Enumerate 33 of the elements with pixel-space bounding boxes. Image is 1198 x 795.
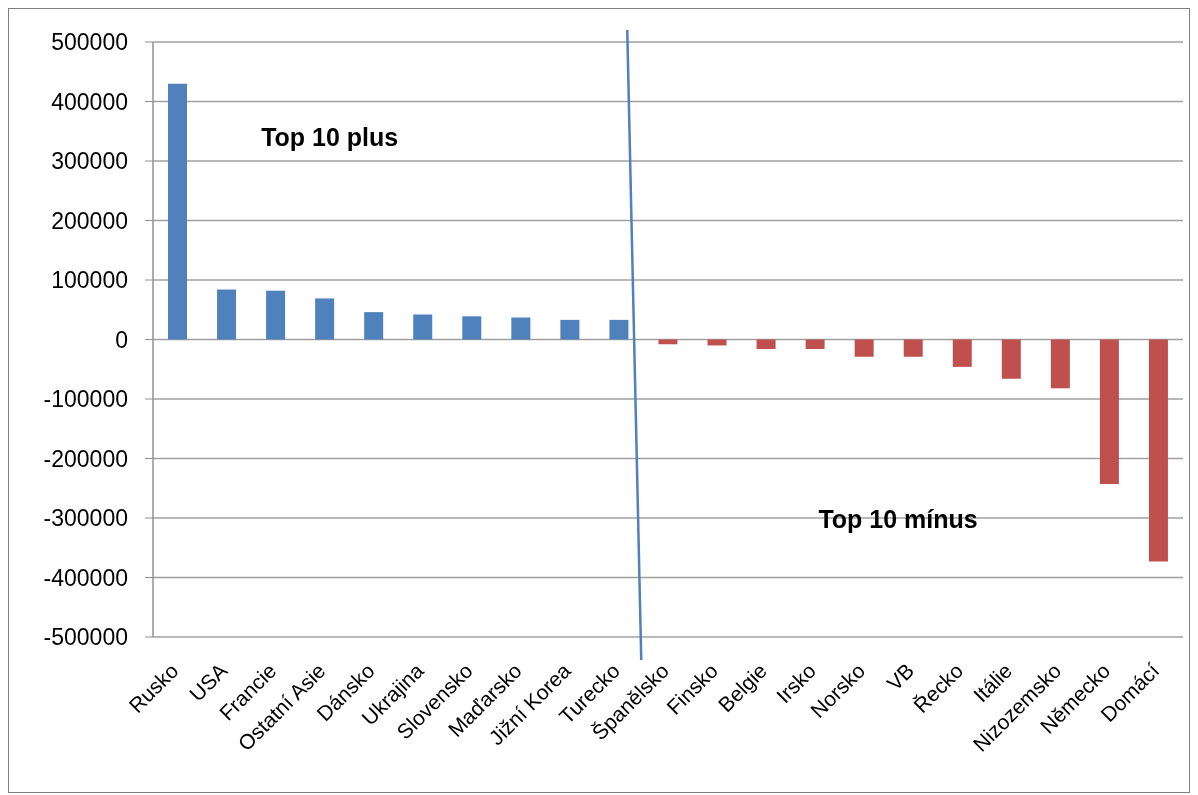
y-tick-label: -500000 bbox=[43, 624, 128, 651]
bar bbox=[560, 319, 580, 340]
bar bbox=[952, 339, 972, 367]
y-tick-label: -400000 bbox=[43, 564, 128, 591]
y-tick-label: -100000 bbox=[43, 386, 128, 413]
bar bbox=[511, 317, 531, 340]
bar bbox=[805, 339, 825, 350]
bar bbox=[1050, 339, 1070, 389]
annotation: Top 10 mínus bbox=[818, 504, 978, 533]
bar bbox=[903, 339, 923, 357]
y-tick-label: 300000 bbox=[51, 148, 128, 175]
bar bbox=[1148, 339, 1168, 562]
bar bbox=[315, 298, 335, 340]
bar bbox=[854, 339, 874, 357]
y-tick-label: 400000 bbox=[51, 88, 128, 115]
annotation: Top 10 plus bbox=[261, 122, 399, 151]
bar bbox=[217, 289, 237, 340]
x-tick-label: VB bbox=[882, 658, 919, 695]
bar bbox=[413, 314, 433, 340]
bar bbox=[1001, 339, 1021, 379]
bar bbox=[1099, 339, 1119, 485]
y-tick-label: 0 bbox=[115, 326, 128, 353]
bar bbox=[364, 312, 384, 340]
bar bbox=[609, 319, 629, 340]
y-tick-label: -300000 bbox=[43, 505, 128, 532]
bar bbox=[168, 83, 187, 340]
bar bbox=[756, 339, 776, 350]
y-tick-label: 500000 bbox=[51, 29, 128, 56]
bar bbox=[462, 316, 482, 340]
bar bbox=[266, 290, 286, 340]
y-tick-label: 200000 bbox=[51, 207, 128, 234]
y-tick-label: 100000 bbox=[51, 267, 128, 294]
y-tick-label: -200000 bbox=[43, 445, 128, 472]
